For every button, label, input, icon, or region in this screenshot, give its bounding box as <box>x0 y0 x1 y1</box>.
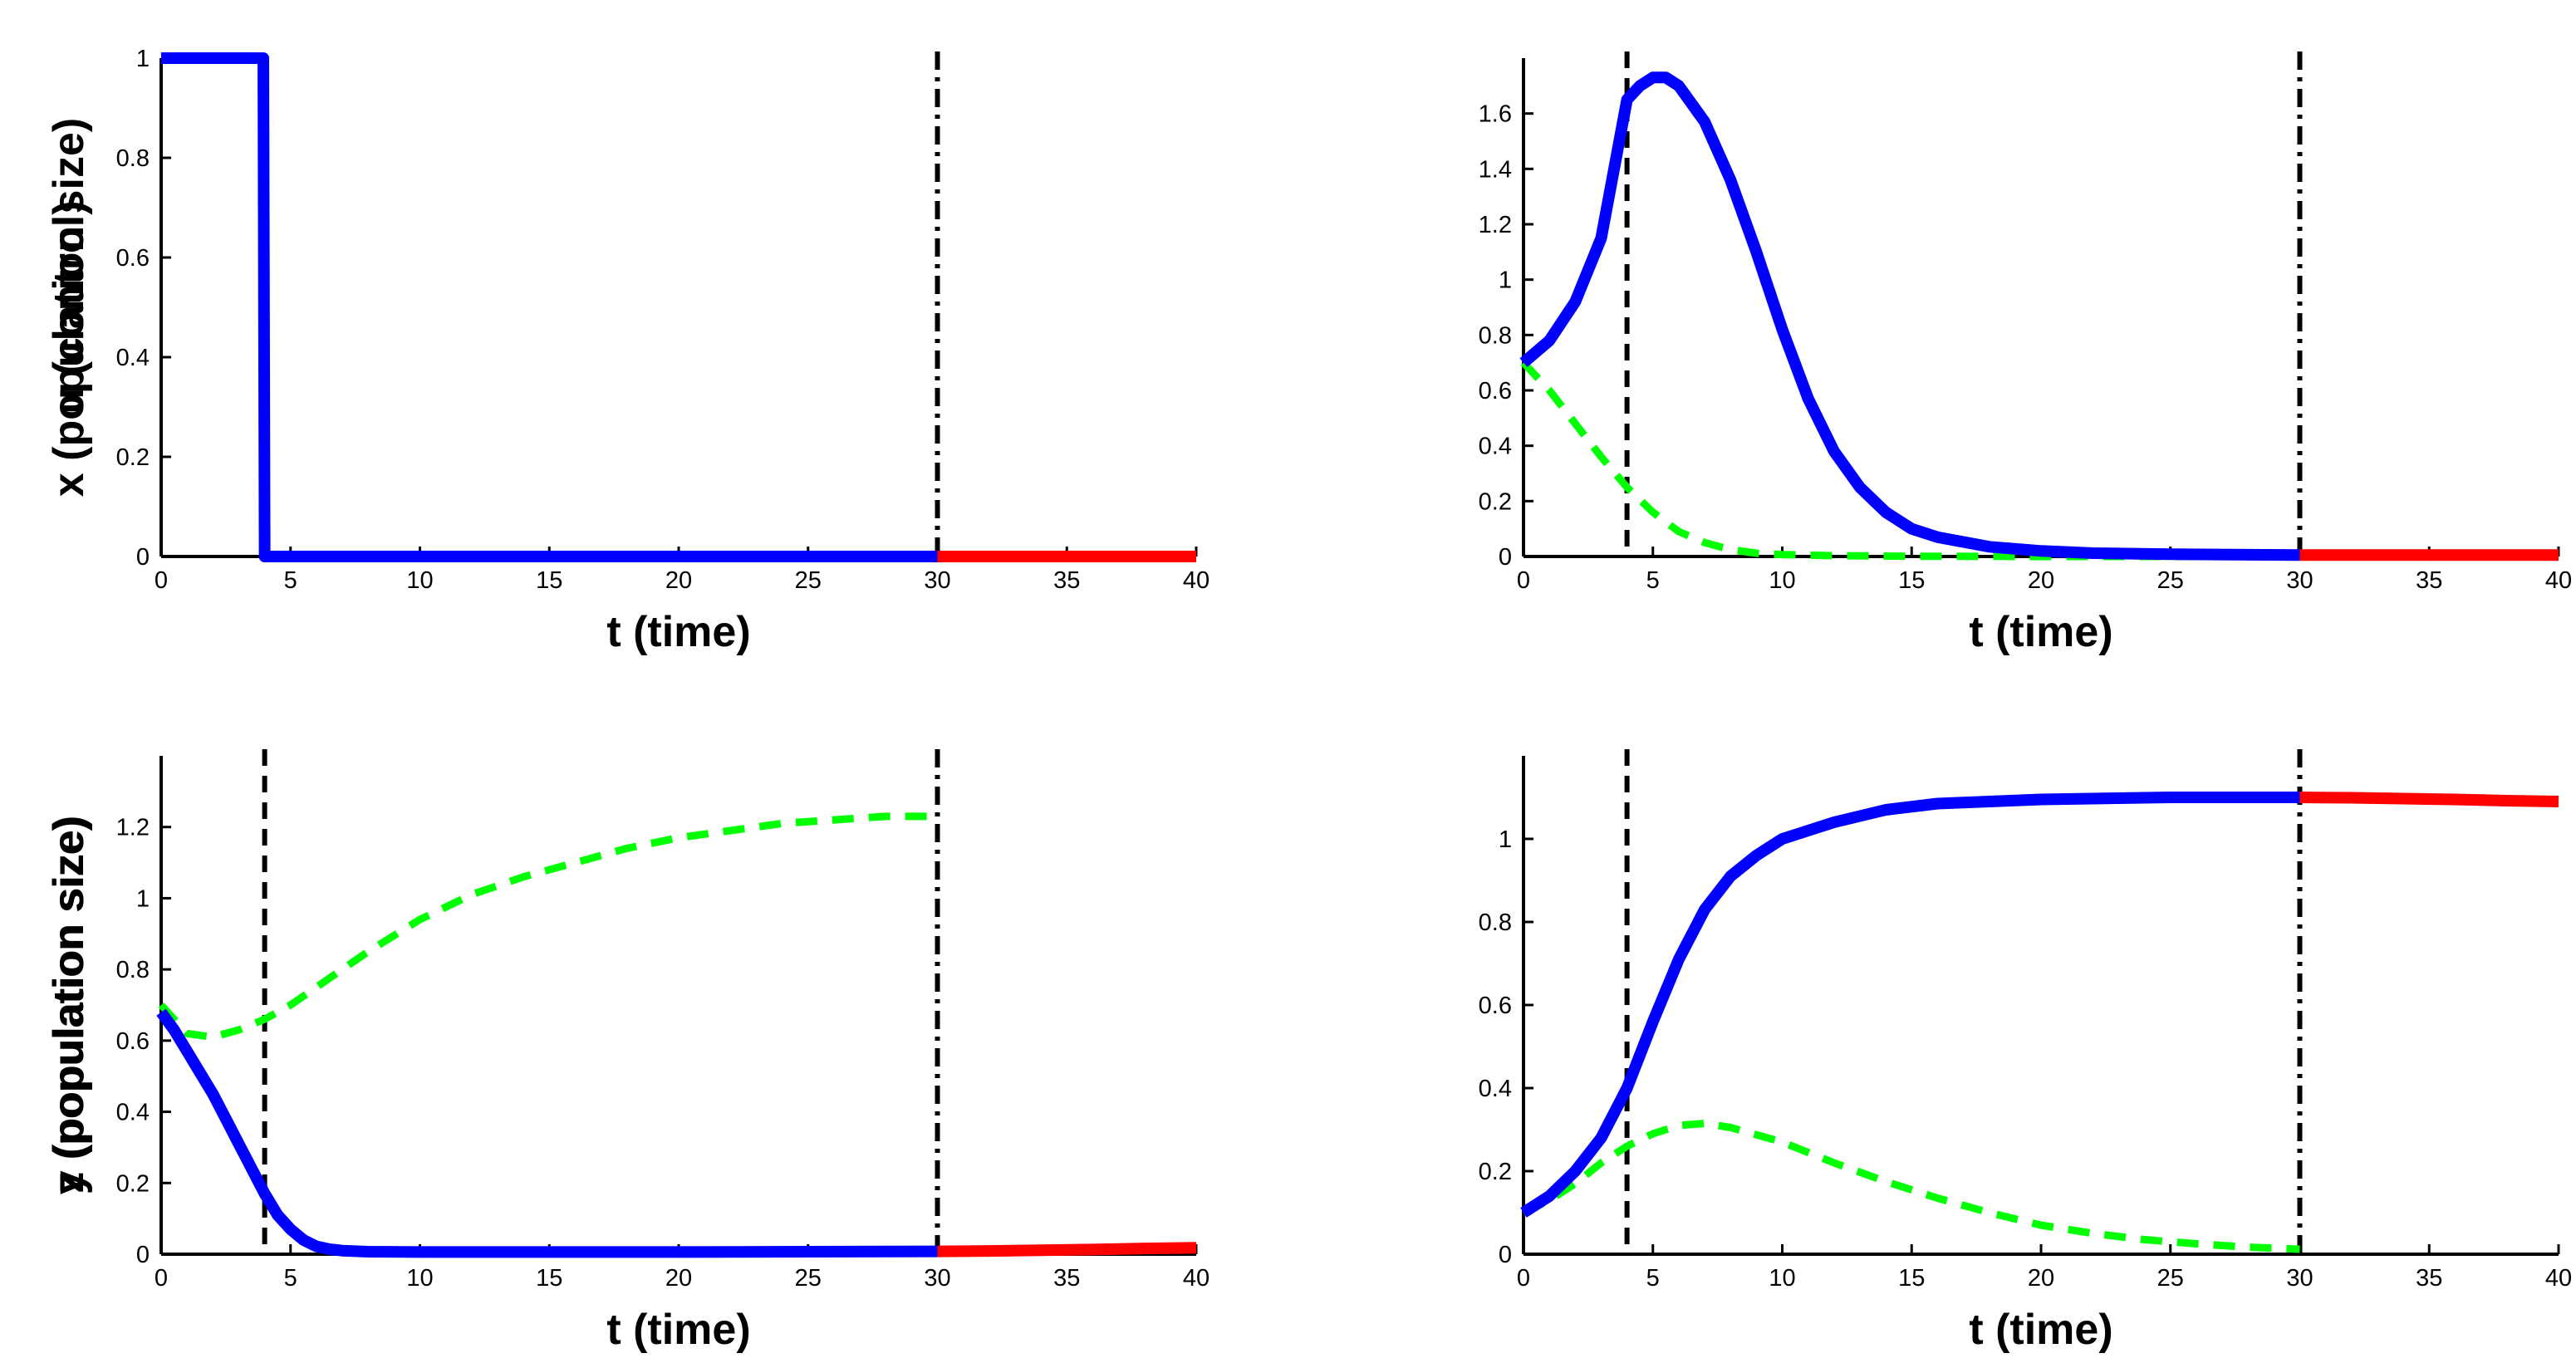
x-tick-label: 5 <box>284 567 297 594</box>
y-tick-label: 0.8 <box>116 957 150 983</box>
x-axis-label: t (time) <box>1969 608 2112 656</box>
y-tick-label: 0.6 <box>1479 993 1512 1019</box>
y-tick-label: 0.4 <box>1479 434 1512 460</box>
x-tick-label: 0 <box>1517 567 1530 594</box>
x-tick-label: 30 <box>2286 567 2313 594</box>
series-after-horizon-line <box>2299 792 2559 807</box>
y-tick-label: 0 <box>1499 1242 1512 1268</box>
y-tick-label: 0 <box>136 544 150 571</box>
x-tick-label: 40 <box>1183 1265 1209 1292</box>
x-tick-label: 5 <box>1646 567 1660 594</box>
y-tick-label: 0.4 <box>116 1100 150 1126</box>
x-tick-label: 40 <box>2545 1265 2572 1292</box>
y-tick-label: 1 <box>136 46 150 72</box>
y-tick-label: 0.2 <box>1479 1159 1512 1185</box>
x-tick-label: 20 <box>2028 567 2054 594</box>
x-axis-label: t (time) <box>606 608 750 656</box>
panel-u-control: 0 5 10 15 20 25 30 35 40 0 0.2 0.4 0.6 0.8 1 t (time) u … <box>45 46 1209 656</box>
y-tick-label: 0.8 <box>1479 909 1512 936</box>
x-tick-label: 0 <box>155 567 168 594</box>
x-tick-label: 25 <box>795 1265 822 1292</box>
y-axis-label: z (population size) <box>45 816 93 1194</box>
series-uncontrolled-line <box>1520 360 2300 561</box>
x-tick-label: 25 <box>2157 567 2184 594</box>
x-tick-label: 35 <box>2416 567 2442 594</box>
panel-x-population: 0 5 10 15 20 25 30 35 40 0 0.2 0.4 0.6 0.8 1 1.2 1.4 1.6 t… <box>45 51 2572 656</box>
y-tick-label: 0 <box>1499 544 1512 571</box>
x-tick-label: 30 <box>924 567 950 594</box>
x-axis-label: t (time) <box>1969 1306 2112 1354</box>
y-tick-label: 0.8 <box>116 145 150 172</box>
x-tick-label: 20 <box>2028 1265 2054 1292</box>
x-tick-label: 20 <box>665 567 692 594</box>
y-tick-label: 0.2 <box>116 1170 150 1197</box>
y-tick-label: 1 <box>136 885 150 912</box>
x-tick-label: 15 <box>1898 1265 1925 1292</box>
y-tick-label: 0.4 <box>116 345 150 371</box>
x-tick-label: 15 <box>1898 567 1925 594</box>
y-tick-label: 1 <box>1499 267 1512 294</box>
y-tick-label: 1 <box>1499 826 1512 853</box>
x-tick-label: 35 <box>1053 1265 1080 1292</box>
x-tick-label: 25 <box>795 567 822 594</box>
series-controlled-line <box>1520 792 2300 1218</box>
y-tick-label: 1.6 <box>1479 101 1512 128</box>
y-tick-label: 0.2 <box>116 444 150 471</box>
y-tick-label: 1.4 <box>1479 156 1512 183</box>
x-tick-label: 15 <box>536 1265 562 1292</box>
x-tick-label: 35 <box>2416 1265 2442 1292</box>
y-tick-label: 0.6 <box>1479 378 1512 404</box>
x-tick-label: 10 <box>406 1265 433 1292</box>
x-tick-label: 25 <box>2157 1265 2184 1292</box>
series-control-line <box>161 52 938 562</box>
series-controlled-line <box>1519 71 2300 561</box>
x-tick-label: 30 <box>2286 1265 2313 1292</box>
x-tick-label: 30 <box>924 1265 950 1292</box>
x-tick-label: 5 <box>1646 1265 1660 1292</box>
y-tick-label: 0.8 <box>1479 322 1512 349</box>
y-tick-label: 0.6 <box>116 245 150 272</box>
x-tick-label: 0 <box>1517 1265 1530 1292</box>
x-tick-label: 5 <box>284 1265 297 1292</box>
y-axis-label: y (population size) <box>45 816 93 1194</box>
y-tick-label: 0.4 <box>1479 1076 1512 1102</box>
x-tick-label: 10 <box>1769 567 1795 594</box>
panel-y-population: 0 5 10 15 20 25 30 35 40 0 0.2 0.4 0.6 0.8 1 1.2 t (time… <box>45 749 1209 1354</box>
series-uncontrolled-line <box>1522 1120 2300 1253</box>
series-controlled-line <box>156 1008 938 1258</box>
x-tick-label: 40 <box>2545 567 2572 594</box>
series-uncontrolled-line <box>158 812 938 1042</box>
series-after-horizon-line <box>937 1242 1197 1258</box>
y-tick-label: 1.2 <box>116 815 150 841</box>
x-tick-label: 15 <box>536 567 562 594</box>
x-tick-label: 35 <box>1053 567 1080 594</box>
x-tick-label: 20 <box>665 1265 692 1292</box>
y-tick-label: 0.6 <box>116 1028 150 1055</box>
x-axis-label: t (time) <box>606 1306 750 1354</box>
x-tick-label: 10 <box>406 567 433 594</box>
y-tick-label: 1.2 <box>1479 212 1512 238</box>
y-axis-label: x (population size) <box>45 118 93 497</box>
x-tick-label: 40 <box>1183 567 1209 594</box>
y-tick-label: 0 <box>136 1242 150 1268</box>
x-tick-label: 10 <box>1769 1265 1795 1292</box>
x-tick-label: 0 <box>155 1265 168 1292</box>
y-tick-label: 0.2 <box>1479 488 1512 515</box>
y-axis-label: u (control) <box>45 200 93 414</box>
